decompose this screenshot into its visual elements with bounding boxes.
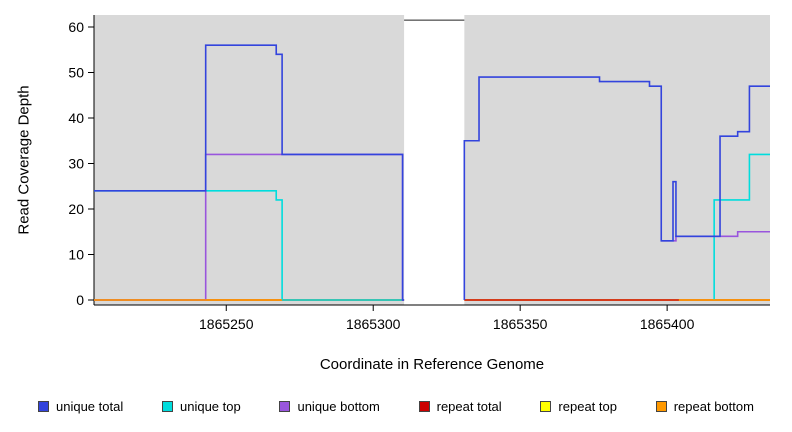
gap-band xyxy=(404,15,465,305)
series-unique-total xyxy=(94,44,770,301)
y-tick-label: 20 xyxy=(68,201,84,217)
legend-swatch-unique-total xyxy=(38,401,49,412)
legend-label-repeat-total: repeat total xyxy=(436,399,502,414)
x-tick-label: 1865400 xyxy=(640,316,695,332)
legend-label-repeat-top: repeat top xyxy=(558,399,617,414)
y-tick-label: 50 xyxy=(68,65,84,81)
y-tick-label: 40 xyxy=(68,110,84,126)
legend-swatch-repeat-top xyxy=(540,401,552,412)
x-tick-label: 1865350 xyxy=(493,316,548,332)
y-tick-label: 60 xyxy=(68,19,84,35)
legend-label-unique-bottom: unique bottom xyxy=(297,399,380,414)
y-axis-title: Read Coverage Depth xyxy=(15,85,33,235)
legend-swatch-unique-top xyxy=(161,401,173,412)
legend-label-repeat-bottom: repeat bottom xyxy=(673,399,754,414)
legend-item-repeat-top: repeat top xyxy=(540,399,617,414)
y-tick-label: 10 xyxy=(68,247,84,263)
legend-label-unique-top: unique top xyxy=(179,399,241,414)
legend: unique total unique top unique bottom repea… xyxy=(0,399,792,414)
x-tick-label: 1865300 xyxy=(346,316,401,332)
legend-item-unique-total: unique total xyxy=(38,399,123,414)
legend-swatch-repeat-bottom xyxy=(655,401,667,412)
legend-swatch-unique-bottom xyxy=(279,401,291,412)
y-tick-label: 0 xyxy=(76,292,84,308)
legend-item-unique-top: unique top xyxy=(161,399,241,414)
legend-label-unique-total: unique total xyxy=(56,399,124,414)
legend-item-unique-bottom: unique bottom xyxy=(279,399,380,414)
x-axis-title: Coordinate in Reference Genome xyxy=(319,356,545,373)
legend-swatch-repeat-total xyxy=(418,401,430,412)
x-tick-label: 1865250 xyxy=(199,316,254,332)
legend-item-repeat-bottom: repeat bottom xyxy=(655,399,754,414)
legend-item-repeat-total: repeat total xyxy=(418,399,502,414)
y-tick-label: 30 xyxy=(68,156,84,172)
series-unique-top xyxy=(94,153,770,301)
